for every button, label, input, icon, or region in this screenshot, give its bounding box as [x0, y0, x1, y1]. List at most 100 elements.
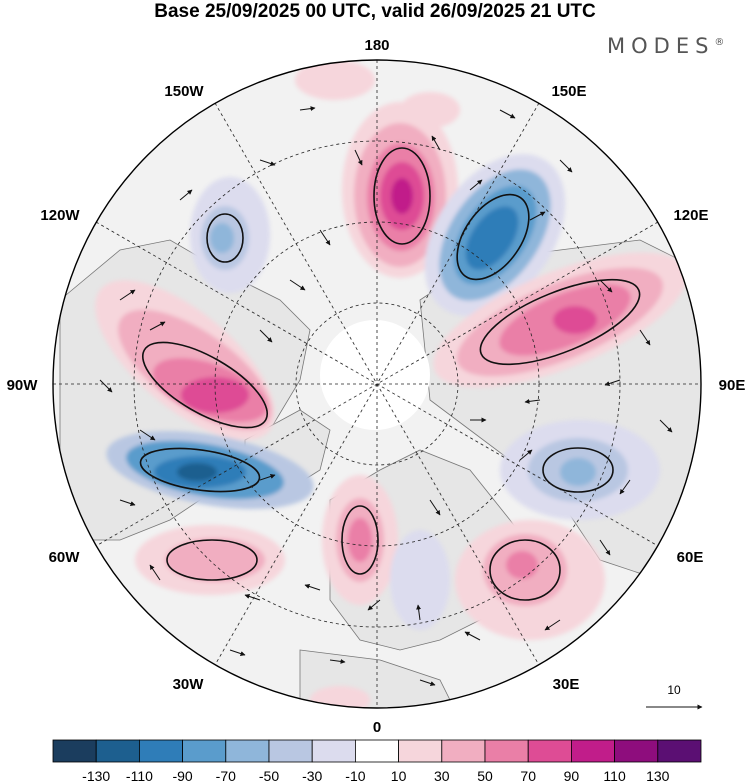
- colorbar-tick-label: -130: [82, 768, 110, 783]
- wind-arrow: [599, 279, 613, 293]
- lon-label-90w: 90W: [7, 377, 39, 394]
- anomaly-cell: [310, 686, 370, 708]
- anomaly-field: [95, 60, 687, 708]
- wind-arrow: [259, 329, 273, 343]
- anomaly-cell: [506, 551, 538, 579]
- wind-arrow: [319, 229, 331, 246]
- colorbar-swatch: [657, 739, 702, 763]
- lon-label-0: 0: [373, 719, 381, 736]
- colorbar: -130 -110 -90 -70 -50 -30 -10 10 30 50 70 90 110 130: [52, 739, 702, 783]
- wind-arrow: [431, 135, 441, 151]
- anomaly-cell: [560, 458, 596, 486]
- wind-arrow: [659, 419, 673, 433]
- colorbar-swatch: [484, 739, 529, 763]
- anomaly-cell: [348, 518, 372, 562]
- contour-line: [139, 447, 261, 493]
- lon-label-30w: 30W: [173, 676, 205, 693]
- wind-arrow: [639, 329, 651, 346]
- brand-name: MODES: [607, 34, 715, 58]
- wind-arrow: [229, 649, 246, 656]
- wind-arrow: [139, 429, 156, 441]
- lon-label-60w: 60W: [49, 549, 81, 566]
- colorbar-swatch: [614, 739, 659, 763]
- chart-title: Base 25/09/2025 00 UTC, valid 26/09/2025…: [154, 1, 596, 22]
- wind-arrow: [519, 449, 533, 461]
- wind-arrow: [499, 109, 516, 119]
- reference-vector: 10: [646, 683, 703, 710]
- anomaly-cell: [295, 60, 375, 100]
- graticule: [53, 60, 701, 708]
- lon-label-60e: 60E: [677, 549, 704, 566]
- lon-label-180: 180: [364, 37, 389, 54]
- colorbar-tick-label: 30: [434, 768, 450, 783]
- map-disk: [53, 60, 701, 708]
- colorbar-swatch: [527, 739, 572, 763]
- colorbar-tick-label: -10: [345, 768, 365, 783]
- reference-vector-label: 10: [667, 683, 681, 697]
- wind-arrow: [259, 159, 276, 166]
- modes-logo: MODES®: [607, 34, 724, 58]
- wind-arrow: [149, 321, 166, 331]
- anomaly-cell: [391, 178, 413, 214]
- lon-label-90e: 90E: [719, 377, 746, 394]
- colorbar-swatch: [182, 739, 227, 763]
- wind-arrow: [524, 398, 541, 404]
- contour-line: [542, 447, 614, 493]
- anomaly-cell: [390, 530, 450, 630]
- colorbar-swatch: [225, 739, 270, 763]
- map-border: [52, 59, 702, 709]
- contour-line: [489, 539, 561, 601]
- lon-label-120e: 120E: [673, 207, 708, 224]
- wind-arrow: [429, 499, 441, 516]
- contour-line: [341, 505, 379, 575]
- wind-arrow: [289, 279, 306, 291]
- wind-arrow: [559, 159, 573, 173]
- wind-arrow: [119, 499, 136, 506]
- wind-arrow: [149, 564, 161, 581]
- anomaly-cell: [553, 306, 597, 334]
- anomaly-cell: [165, 538, 265, 582]
- anomaly-cell: [177, 463, 217, 481]
- anomaly-cell: [181, 377, 249, 413]
- contour-line: [141, 341, 269, 429]
- geopotential-contours: [139, 147, 641, 601]
- wind-arrow: [119, 289, 136, 301]
- wind-arrow: [304, 584, 321, 591]
- wind-arrow: [244, 594, 261, 601]
- wind-arrow: [99, 379, 113, 393]
- contour-line: [206, 213, 244, 263]
- wind-arrow: [329, 658, 346, 664]
- anomaly-cell: [210, 223, 234, 253]
- contour-line: [166, 539, 258, 581]
- colorbar-swatch: [571, 739, 616, 763]
- lon-label-150e: 150E: [551, 83, 586, 100]
- anomaly-cell: [465, 206, 519, 270]
- colorbar-tick-label: -90: [172, 768, 192, 783]
- meridian-line: [95, 221, 659, 547]
- colorbar-tick-label: -50: [259, 768, 279, 783]
- wind-arrow: [464, 631, 481, 641]
- colorbar-tick-label: 130: [646, 768, 670, 783]
- colorbar-swatch: [268, 739, 313, 763]
- contour-line: [456, 193, 530, 281]
- wind-arrow: [416, 604, 422, 621]
- wind-vectors: [99, 106, 673, 686]
- wind-arrow: [599, 539, 611, 556]
- wind-arrow: [367, 599, 381, 611]
- colorbar-tick-label: 110: [603, 768, 626, 783]
- colorbar-swatch: [311, 739, 356, 763]
- colorbar-tick-label: -110: [126, 768, 153, 783]
- contour-line: [479, 278, 641, 366]
- colorbar-swatch: [52, 739, 97, 763]
- registered-mark: ®: [714, 37, 725, 48]
- colorbar-swatch: [354, 739, 399, 763]
- colorbar-tick-label: -70: [216, 768, 236, 783]
- wind-arrow: [544, 619, 561, 631]
- colorbar-swatch: [441, 739, 486, 763]
- colorbar-tick-label: 90: [564, 768, 580, 783]
- longitude-labels: 180 150W 150E 120W 120E 90W 90E 60W 60E …: [7, 37, 746, 736]
- contour-line: [373, 147, 431, 245]
- wind-arrow: [619, 479, 631, 495]
- lon-label-150w: 150W: [164, 83, 204, 100]
